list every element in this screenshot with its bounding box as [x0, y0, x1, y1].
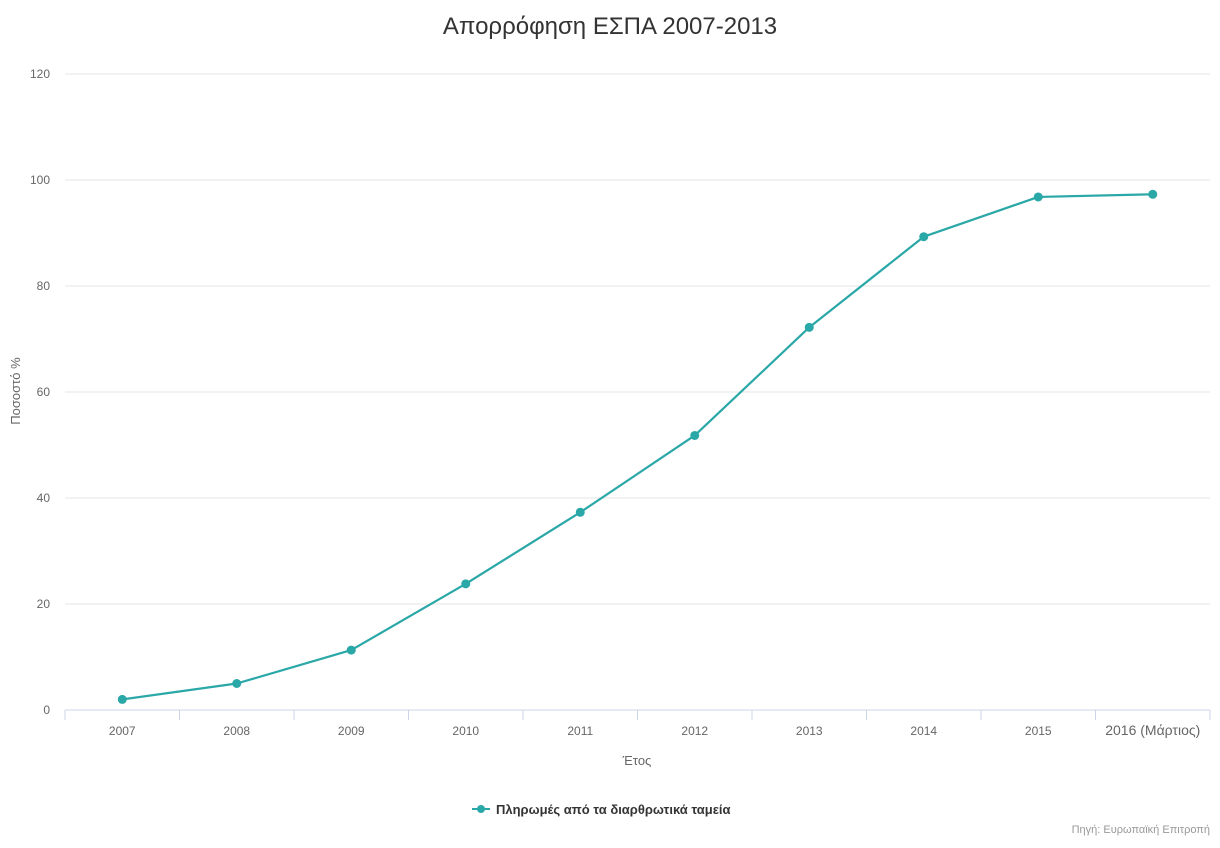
x-axis: 2007 2008 2009 2010 2011 2012 2013 2014 2015 2016… — [64, 709, 1211, 738]
source-credit[interactable]: Πηγή: Ευρωπαϊκή Επιτροπή — [1072, 824, 1210, 836]
y-tick-label: 20 — [37, 597, 51, 611]
legend-marker-icon — [477, 805, 485, 813]
y-tick-label: 100 — [30, 173, 50, 187]
data-point[interactable] — [919, 232, 929, 242]
x-tick-label: 2014 — [910, 724, 937, 738]
y-tick-label: 80 — [37, 279, 51, 293]
legend-label: Πληρωμές από τα διαρθρωτικά ταμεία — [496, 802, 731, 817]
x-tick-label: 2015 — [1025, 724, 1052, 738]
data-point[interactable] — [232, 679, 242, 688]
x-tick-label: 2010 — [452, 724, 479, 738]
y-axis-ticks: 0 20 40 60 80 100 120 — [30, 67, 50, 717]
legend[interactable]: Πληρωμές από τα διαρθρωτικά ταμεία — [472, 802, 731, 817]
y-tick-label: 120 — [30, 67, 50, 81]
data-point[interactable] — [117, 694, 127, 704]
data-point[interactable] — [461, 579, 471, 589]
x-tick-label: 2008 — [223, 724, 250, 738]
data-point[interactable] — [1033, 192, 1043, 202]
y-axis-label: Ποσοστό % — [8, 357, 23, 425]
y-tick-label: 60 — [37, 385, 51, 399]
x-axis-label: Έτος — [622, 753, 652, 768]
x-tick-label: 2013 — [796, 724, 823, 738]
x-tick-label: 2011 — [567, 724, 593, 738]
data-point[interactable] — [346, 645, 356, 655]
data-point[interactable] — [690, 430, 700, 440]
data-point[interactable] — [575, 507, 585, 517]
series-line — [122, 193, 1153, 701]
y-tick-label: 0 — [43, 703, 50, 717]
series-layer — [117, 189, 1158, 704]
x-tick-label: 2012 — [681, 724, 708, 738]
data-point[interactable] — [804, 322, 814, 332]
x-tick-label: 2009 — [338, 724, 365, 738]
data-point[interactable] — [1148, 189, 1158, 199]
y-tick-label: 40 — [37, 491, 51, 505]
x-tick-label: 2016 (Μάρτιος) — [1105, 722, 1200, 738]
x-tick-label: 2007 — [109, 724, 136, 738]
chart-title: Απορρόφηση ΕΣΠΑ 2007-2013 — [443, 13, 777, 40]
grid-lines — [65, 73, 1210, 605]
